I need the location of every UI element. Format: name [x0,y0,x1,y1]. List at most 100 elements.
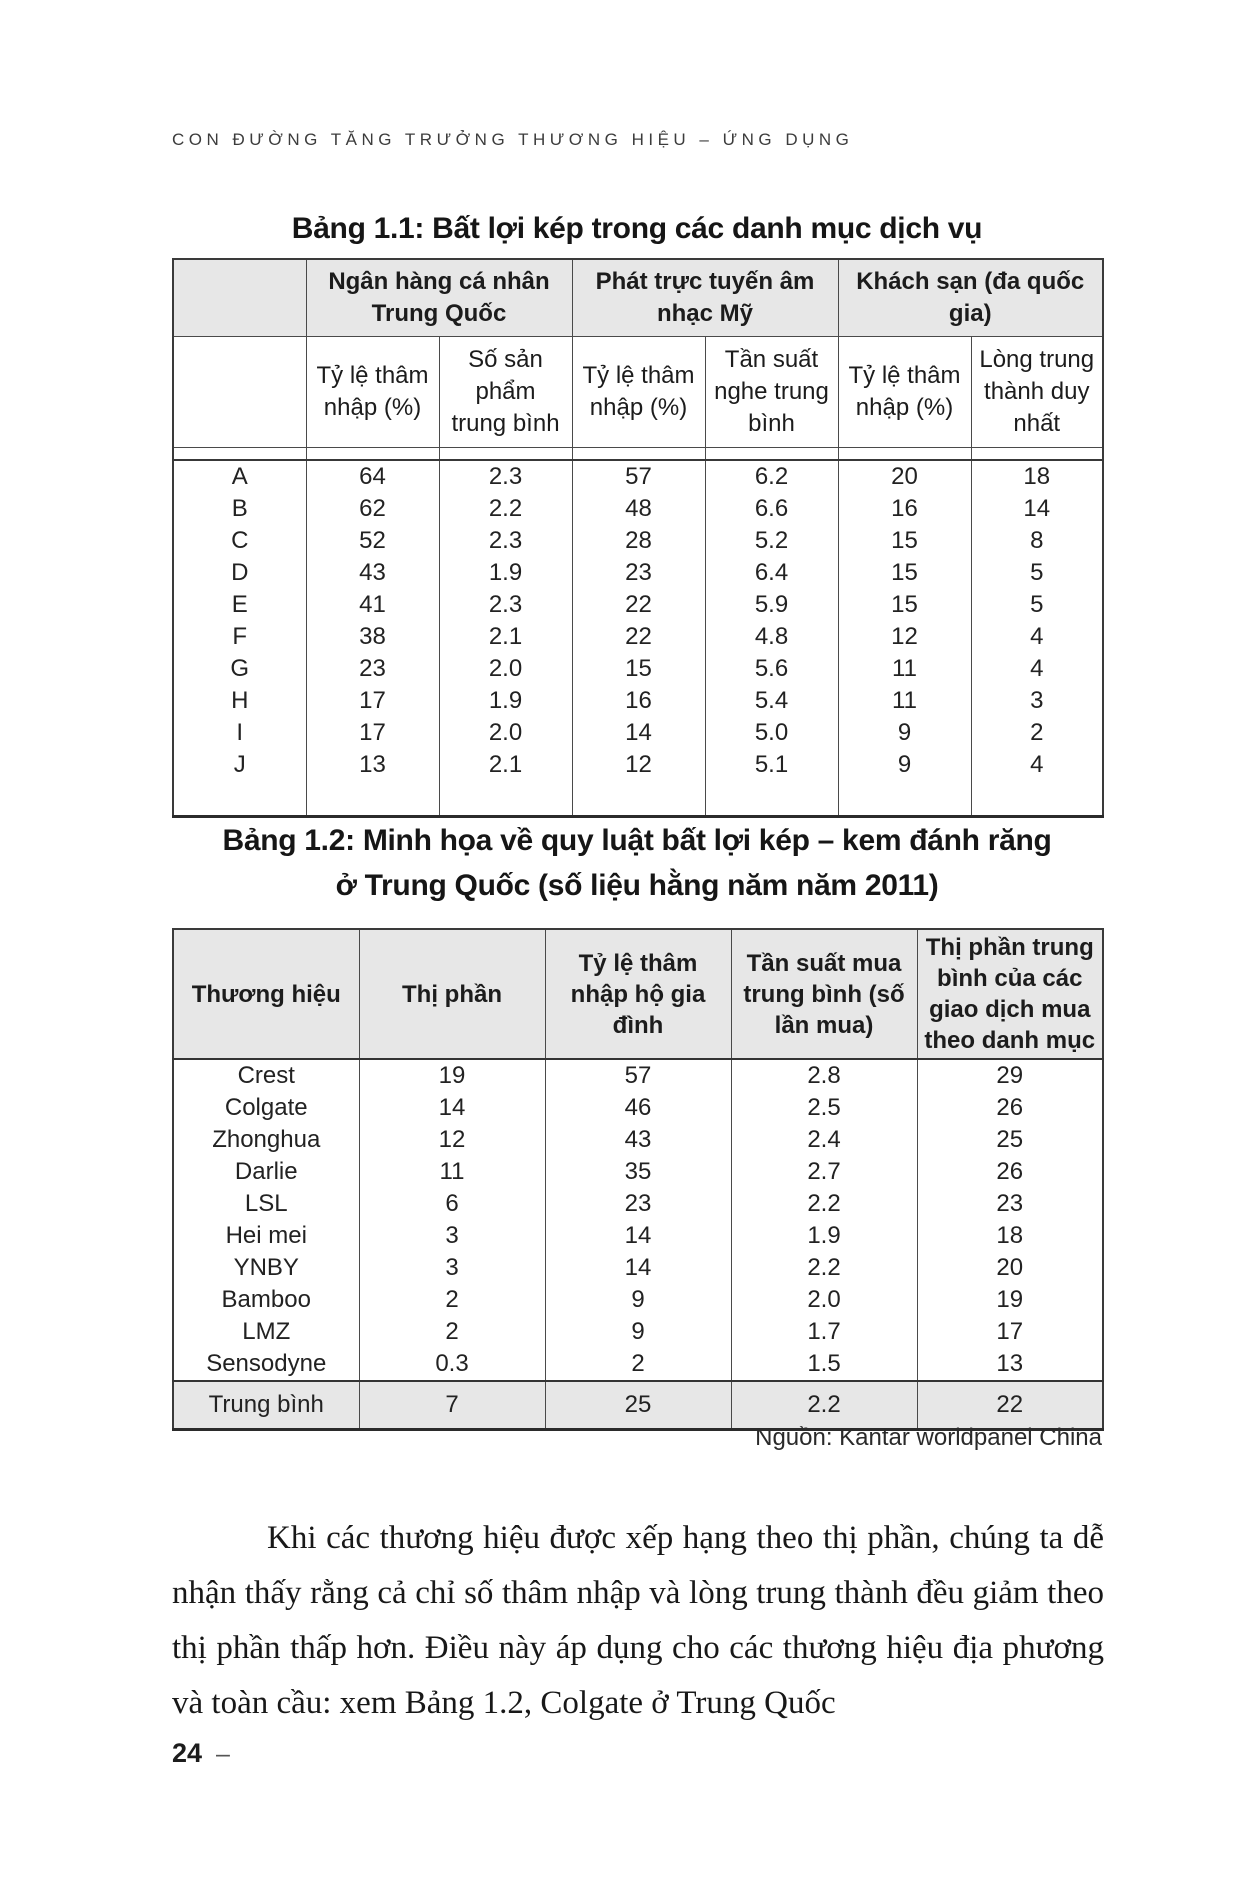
table-row: LSL 6 23 2.2 23 [172,1188,1104,1220]
column-header: Thương hiệu [172,929,360,1060]
summary-cell: 22 [916,1380,1104,1430]
cell: 18 [916,1220,1104,1252]
row-label: F [172,621,307,653]
cell: 6 [358,1188,546,1220]
cell: 17 [305,685,440,717]
row-label: J [172,749,307,781]
page-number-dash: – [216,1740,230,1768]
row-label: A [172,460,307,493]
column-header: Tần suất mua trung bình (số lần mua) [730,929,918,1060]
cell: 62 [305,493,440,525]
cell: 2.3 [438,589,573,621]
cell: 6.4 [704,557,839,589]
cell: 23 [571,557,706,589]
cell: 23 [916,1188,1104,1220]
page-number: 24– [172,1738,230,1769]
group-header: Phát trực tuyến âm nhạc Mỹ [571,259,839,337]
cell: 5.1 [704,749,839,781]
table-row: D 43 1.9 23 6.4 15 5 [172,557,1104,589]
column-header: Tỷ lệ thâm nhập (%) [837,336,972,448]
row-label: LMZ [172,1316,360,1348]
filler-cell [704,781,839,817]
table-row: B 62 2.2 48 6.6 16 14 [172,493,1104,525]
cell: 26 [916,1156,1104,1188]
row-label: I [172,717,307,749]
cell: 15 [837,589,972,621]
cell: 1.9 [730,1220,918,1252]
table-row: F 38 2.1 22 4.8 12 4 [172,621,1104,653]
cell: 2 [970,717,1104,749]
cell: 9 [544,1316,732,1348]
cell: 19 [916,1284,1104,1316]
row-label: E [172,589,307,621]
summary-label: Trung bình [172,1380,360,1430]
cell: 57 [571,460,706,493]
row-label: Crest [172,1059,360,1092]
table1-group-header-row: Ngân hàng cá nhân Trung Quốc Phát trực t… [172,259,1104,337]
table2-body: Crest 19 57 2.8 29 Colgate 14 46 2.5 26 Zhonghua 12… [172,1059,1104,1381]
cell: 15 [571,653,706,685]
cell: 8 [970,525,1104,557]
table-row: J 13 2.1 12 5.1 9 4 [172,749,1104,781]
cell: 2.3 [438,525,573,557]
table-row: G 23 2.0 15 5.6 11 4 [172,653,1104,685]
table-row: Darlie 11 35 2.7 26 [172,1156,1104,1188]
table-row: Crest 19 57 2.8 29 [172,1059,1104,1092]
filler-row [172,781,1104,817]
cell: 5.4 [704,685,839,717]
cell: 12 [837,621,972,653]
cell: 5.2 [704,525,839,557]
cell: 2.1 [438,621,573,653]
cell: 2.0 [438,653,573,685]
row-label: Sensodyne [172,1348,360,1381]
cell: 9 [837,717,972,749]
cell: 16 [571,685,706,717]
cell: 20 [837,460,972,493]
cell: 2.1 [438,749,573,781]
filler-cell [837,781,972,817]
cell: 2 [358,1316,546,1348]
cell: 43 [544,1124,732,1156]
cell: 6.6 [704,493,839,525]
cell: 25 [916,1124,1104,1156]
divider-cell [305,447,440,461]
cell: 2.5 [730,1092,918,1124]
cell: 2.0 [438,717,573,749]
cell: 3 [358,1220,546,1252]
cell: 22 [571,621,706,653]
summary-cell: 25 [544,1380,732,1430]
table1-sub-header-row: Tỷ lệ thâm nhập (%) Số sản phẩm trung bì… [172,336,1104,448]
table1-body: A 64 2.3 57 6.2 20 18 B 62 2.2 48 6.6 16 14 C 52 2.3 28 5.… [172,460,1104,817]
table-row: A 64 2.3 57 6.2 20 18 [172,460,1104,493]
filler-cell [571,781,706,817]
cell: 2.8 [730,1059,918,1092]
table-row: H 17 1.9 16 5.4 11 3 [172,685,1104,717]
divider-cell [837,447,972,461]
table-row: YNBY 3 14 2.2 20 [172,1252,1104,1284]
row-label: Bamboo [172,1284,360,1316]
group-header: Khách sạn (đa quốc gia) [837,259,1104,337]
row-label: B [172,493,307,525]
cell: 1.9 [438,685,573,717]
cell: 16 [837,493,972,525]
cell: 43 [305,557,440,589]
table2-title-line1: Bảng 1.2: Minh họa về quy luật bất lợi k… [222,824,1052,857]
cell: 23 [544,1188,732,1220]
table-row: I 17 2.0 14 5.0 9 2 [172,717,1104,749]
cell: 13 [305,749,440,781]
page-number-value: 24 [172,1738,203,1768]
divider-cell [172,447,307,461]
body-paragraph: Khi các thương hiệu được xếp hạng theo t… [172,1520,1104,1721]
table-row: LMZ 2 9 1.7 17 [172,1316,1104,1348]
cell: 4.8 [704,621,839,653]
cell: 2.2 [438,493,573,525]
cell: 1.9 [438,557,573,589]
row-label: C [172,525,307,557]
cell: 23 [305,653,440,685]
cell: 12 [571,749,706,781]
cell: 4 [970,749,1104,781]
cell: 2 [544,1348,732,1381]
column-header: Tỷ lệ thâm nhập (%) [571,336,706,448]
cell: 17 [305,717,440,749]
cell: 38 [305,621,440,653]
